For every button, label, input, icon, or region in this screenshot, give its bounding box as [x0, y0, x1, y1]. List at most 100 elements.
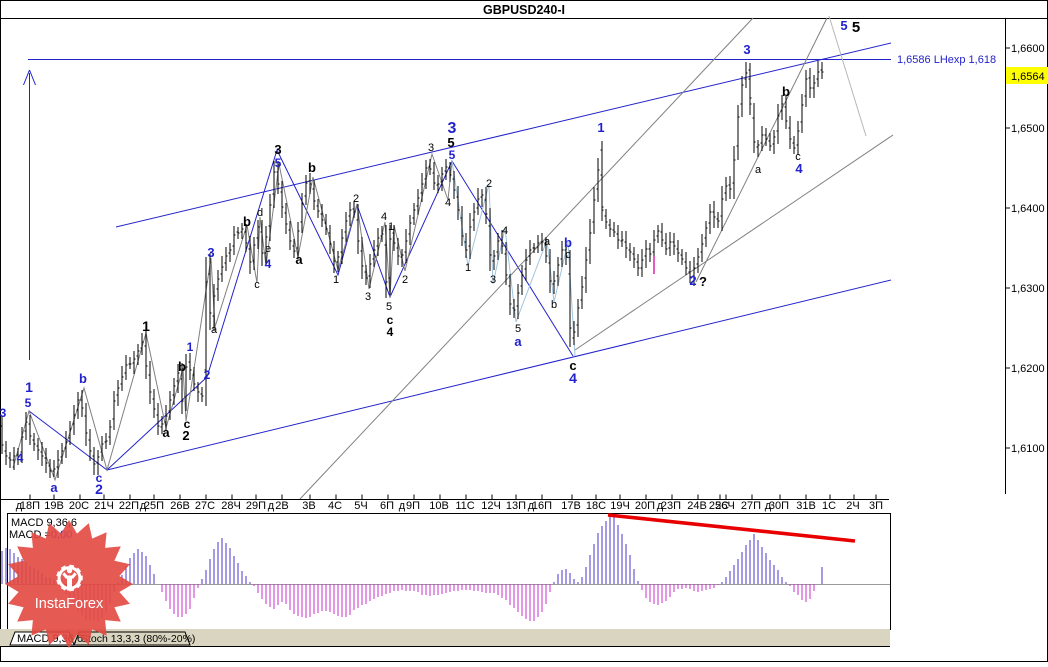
svg-text:1: 1 — [187, 340, 194, 354]
svg-text:23П: 23П — [661, 500, 681, 512]
svg-text:c: c — [96, 471, 103, 485]
svg-text:5: 5 — [449, 148, 456, 162]
svg-text:b: b — [308, 160, 316, 175]
svg-text:21Ч: 21Ч — [94, 500, 114, 512]
svg-text:д: д — [765, 500, 772, 512]
svg-text:4: 4 — [445, 197, 451, 209]
svg-text:д: д — [16, 500, 23, 512]
svg-text:19Ч: 19Ч — [610, 500, 630, 512]
svg-text:c: c — [569, 358, 576, 373]
svg-text:2: 2 — [689, 273, 696, 288]
svg-text:9П: 9П — [406, 500, 420, 512]
svg-text:17В: 17В — [561, 500, 581, 512]
svg-text:4: 4 — [265, 257, 272, 271]
svg-text:a: a — [514, 334, 522, 349]
svg-text:3: 3 — [0, 406, 7, 420]
svg-text:1: 1 — [25, 379, 33, 395]
svg-text:24В: 24В — [687, 500, 707, 512]
svg-text:28Ч: 28Ч — [221, 500, 241, 512]
svg-text:b: b — [564, 235, 572, 250]
svg-text:4: 4 — [795, 161, 803, 176]
svg-text:2: 2 — [486, 178, 492, 190]
svg-text:13П: 13П — [506, 500, 526, 512]
svg-text:c: c — [565, 249, 571, 261]
svg-text:1: 1 — [388, 221, 394, 233]
svg-text:30П: 30П — [769, 500, 789, 512]
svg-text:Stoch 13,3,3 (80%-20%): Stoch 13,3,3 (80%-20%) — [81, 633, 195, 645]
svg-text:4: 4 — [569, 370, 577, 386]
svg-text:5: 5 — [25, 396, 32, 410]
svg-text:a: a — [755, 164, 762, 176]
svg-text:4С: 4С — [328, 500, 342, 512]
svg-text:b: b — [79, 371, 87, 386]
svg-text:InstaForex: InstaForex — [35, 596, 104, 612]
svg-text:27П: 27П — [741, 500, 761, 512]
svg-text:20П: 20П — [635, 500, 655, 512]
svg-text:18С: 18С — [586, 500, 606, 512]
svg-text:3: 3 — [365, 291, 371, 303]
svg-text:b: b — [782, 84, 790, 99]
svg-text:?: ? — [699, 274, 707, 289]
svg-text:19В: 19В — [44, 500, 64, 512]
svg-text:c: c — [795, 151, 801, 163]
svg-text:3: 3 — [428, 142, 434, 154]
svg-text:25С: 25С — [709, 500, 729, 512]
svg-text:4: 4 — [387, 325, 394, 339]
svg-text:1,6586 LHexp 1,618: 1,6586 LHexp 1,618 — [897, 54, 996, 66]
svg-text:2: 2 — [402, 274, 408, 286]
svg-text:д: д — [140, 500, 147, 512]
svg-text:d: d — [257, 207, 263, 219]
svg-text:b: b — [243, 214, 251, 229]
svg-text:25П: 25П — [144, 500, 164, 512]
svg-text:1: 1 — [465, 262, 471, 274]
svg-text:1,6564: 1,6564 — [1011, 71, 1045, 83]
svg-text:2: 2 — [353, 193, 359, 205]
svg-text:д: д — [268, 500, 275, 512]
svg-text:5: 5 — [447, 135, 454, 150]
svg-text:4: 4 — [502, 225, 508, 237]
svg-text:5: 5 — [840, 18, 847, 33]
svg-text:b: b — [178, 359, 186, 374]
svg-text:a: a — [295, 252, 303, 267]
svg-text:3: 3 — [448, 120, 457, 137]
svg-text:b: b — [551, 299, 557, 311]
svg-text:22П: 22П — [119, 500, 139, 512]
svg-text:1,6100: 1,6100 — [1011, 443, 1045, 455]
svg-text:1: 1 — [597, 120, 604, 135]
svg-text:a: a — [162, 425, 170, 440]
svg-text:2: 2 — [182, 428, 189, 443]
svg-text:c: c — [387, 313, 394, 327]
svg-text:5: 5 — [852, 19, 860, 36]
svg-text:1С: 1С — [822, 500, 836, 512]
svg-text:1: 1 — [142, 318, 150, 334]
svg-text:3: 3 — [743, 42, 750, 57]
svg-text:3В: 3В — [302, 500, 315, 512]
svg-text:20С: 20С — [69, 500, 89, 512]
svg-text:18П: 18П — [20, 500, 40, 512]
svg-text:5: 5 — [275, 156, 282, 170]
svg-text:1,6200: 1,6200 — [1011, 363, 1045, 375]
svg-text:1,6300: 1,6300 — [1011, 283, 1045, 295]
svg-text:26В: 26В — [170, 500, 190, 512]
svg-text:1,6500: 1,6500 — [1011, 123, 1045, 135]
svg-text:3: 3 — [274, 142, 281, 157]
svg-text:5: 5 — [386, 301, 392, 313]
svg-text:c: c — [184, 417, 191, 431]
svg-text:2: 2 — [204, 368, 211, 382]
svg-text:31В: 31В — [796, 500, 816, 512]
svg-text:c: c — [254, 279, 260, 291]
svg-text:д: д — [528, 500, 535, 512]
svg-text:26Ч: 26Ч — [715, 500, 735, 512]
svg-text:3П: 3П — [869, 500, 883, 512]
svg-text:10В: 10В — [429, 500, 449, 512]
svg-text:2Ч: 2Ч — [846, 500, 859, 512]
svg-text:1,6400: 1,6400 — [1011, 203, 1045, 215]
svg-text:4: 4 — [381, 211, 387, 223]
svg-text:a: a — [211, 324, 218, 336]
svg-text:2: 2 — [95, 481, 103, 497]
svg-text:a: a — [50, 480, 58, 495]
svg-text:29П: 29П — [246, 500, 266, 512]
svg-text:MACD 9,36,6: MACD 9,36,6 — [11, 517, 77, 529]
svg-text:a: a — [544, 236, 551, 248]
svg-text:1,6600: 1,6600 — [1011, 43, 1045, 55]
